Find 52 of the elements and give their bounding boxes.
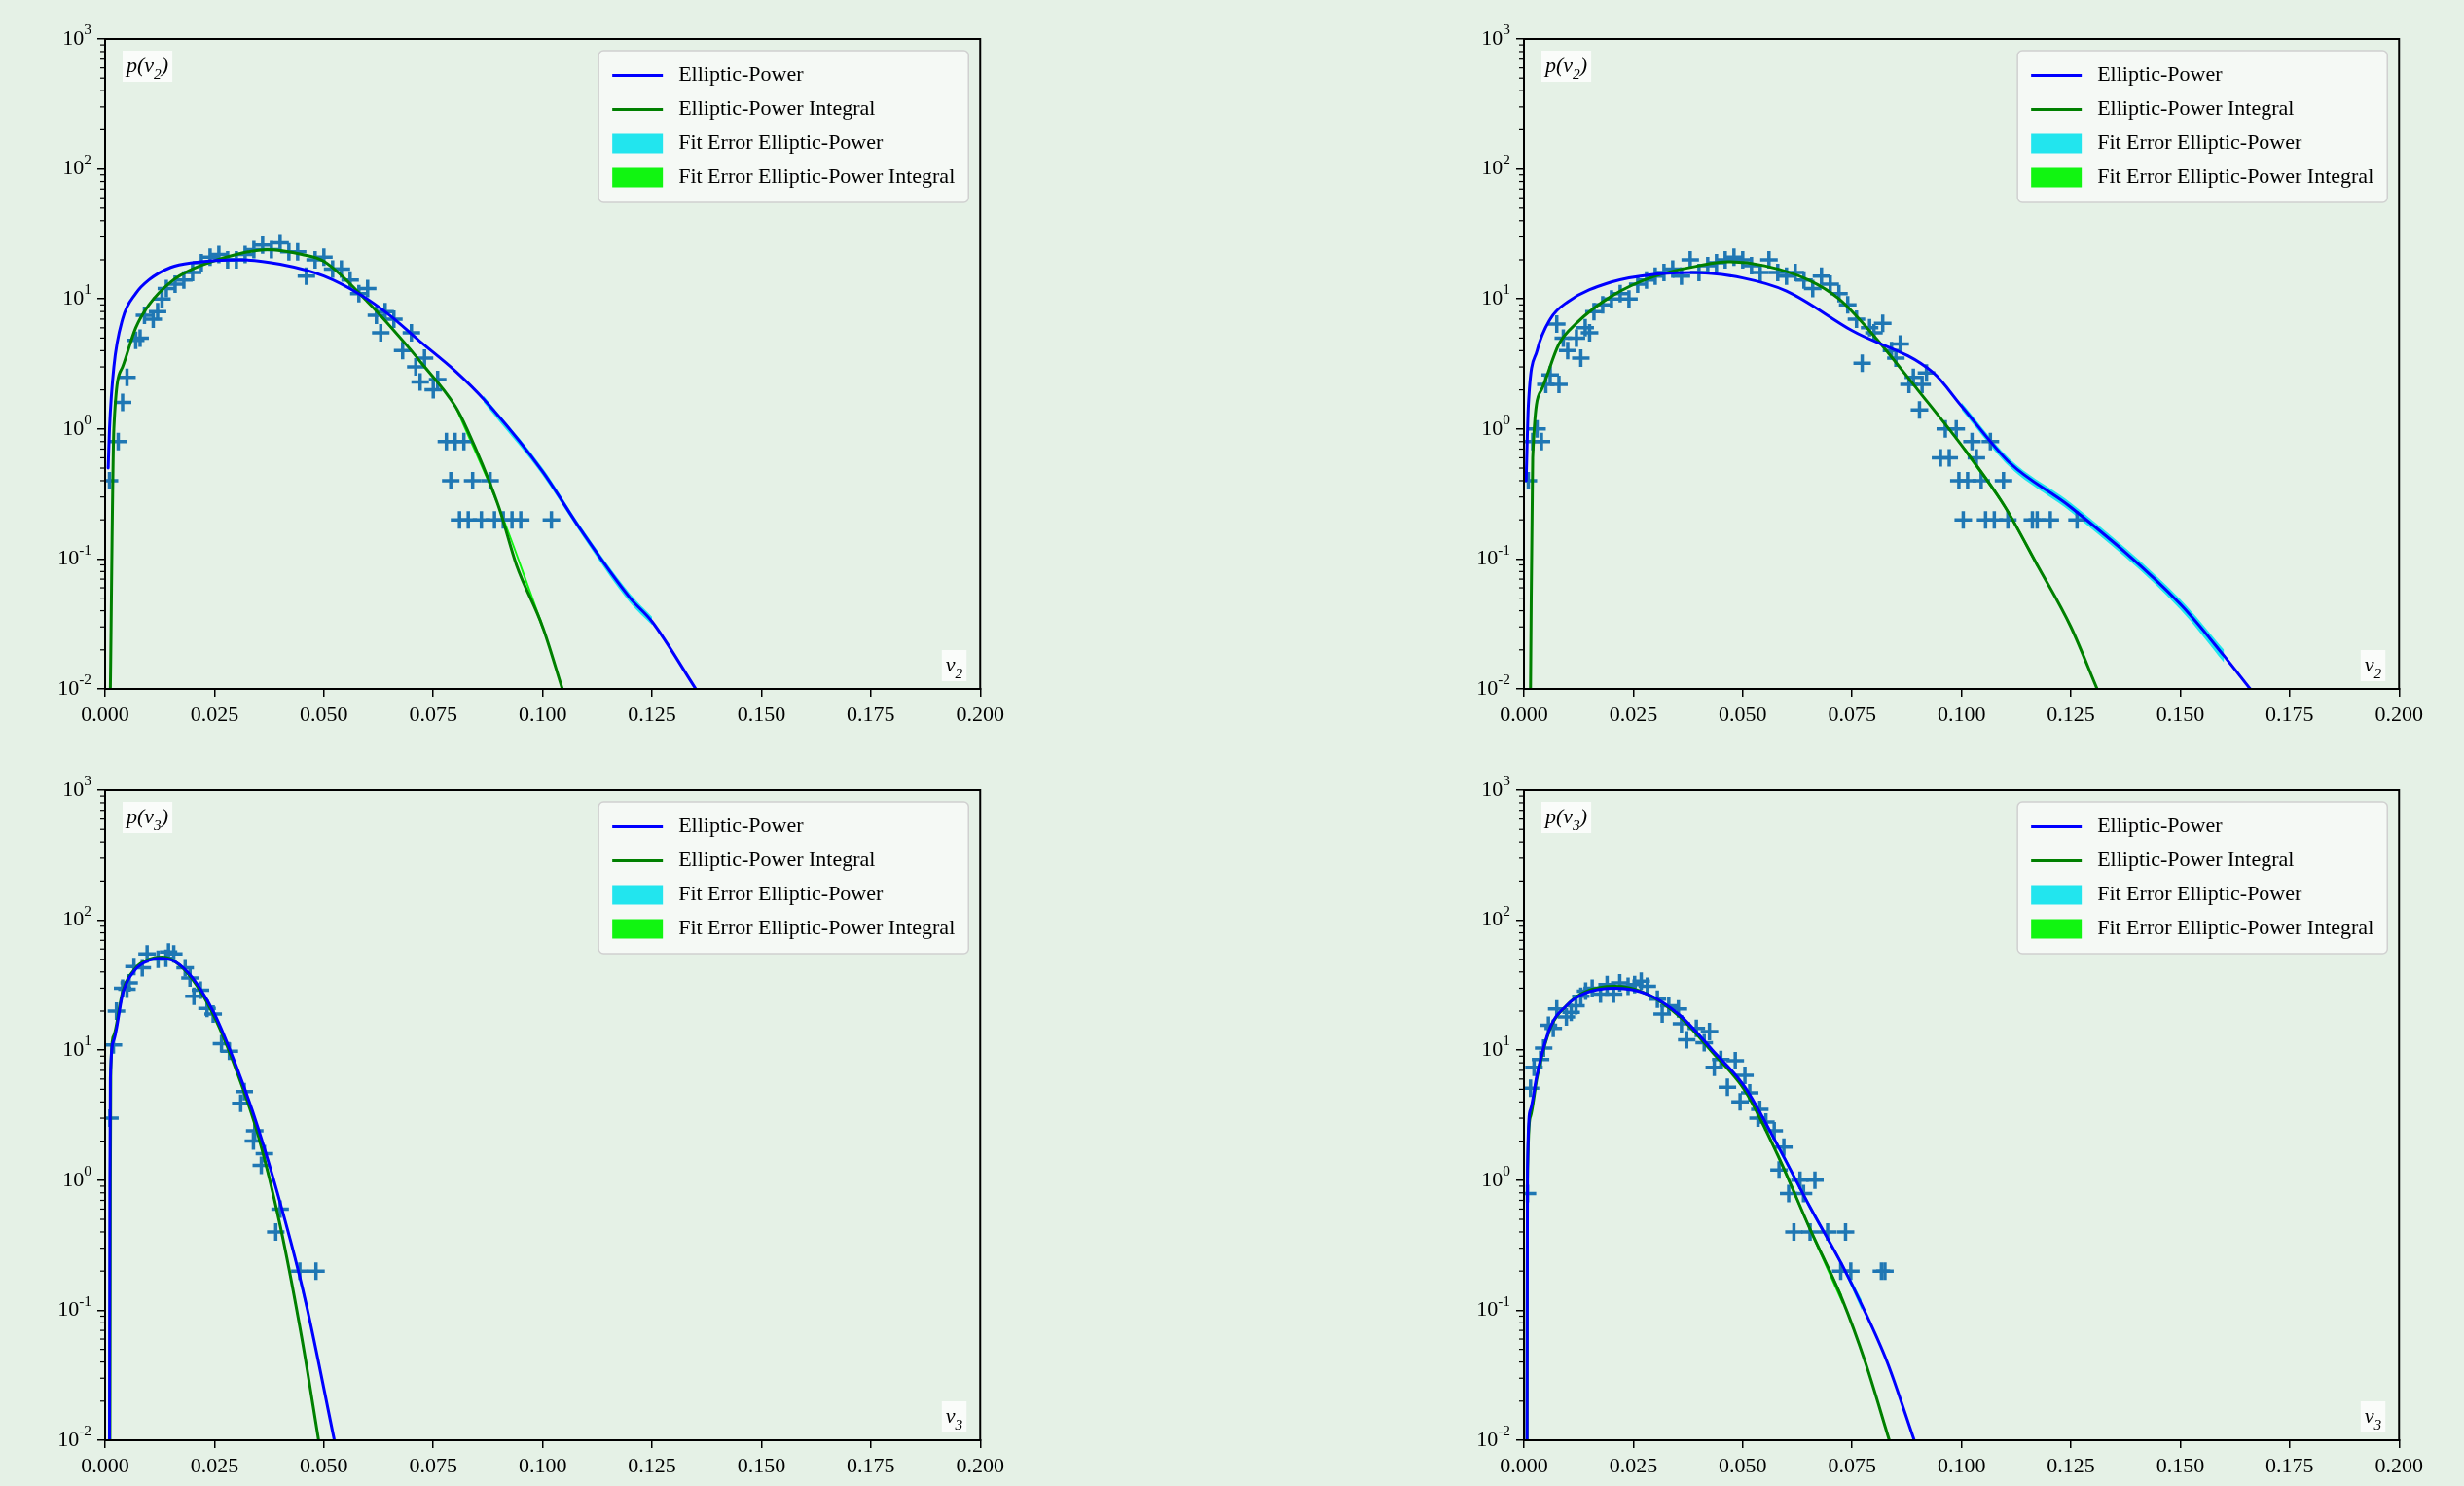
x-tick-label: 0.100 (1937, 701, 1986, 726)
x-tick-label: 0.200 (956, 1452, 1004, 1477)
legend-label: Elliptic-Power (678, 813, 805, 838)
x-tick-label: 0.050 (300, 1452, 348, 1477)
x-tick-label: 0.025 (190, 1452, 239, 1477)
x-tick-label: 0.150 (737, 1452, 786, 1477)
x-tick-label: 0.175 (2265, 701, 2314, 726)
legend-label: Elliptic-Power (2097, 813, 2224, 838)
legend-label: Elliptic-Power Integral (2097, 847, 2295, 872)
legend-label: Fit Error Elliptic-Power Integral (678, 163, 956, 189)
legend-label: Elliptic-Power Integral (678, 95, 876, 121)
legend-label: Fit Error Elliptic-Power Integral (2097, 163, 2374, 189)
legend-label: Fit Error Elliptic-Power (678, 129, 885, 155)
x-tick-label: 0.075 (409, 1452, 457, 1477)
legend-label: Elliptic-Power (678, 61, 805, 87)
legend-label: Fit Error Elliptic-Power Integral (2097, 915, 2374, 940)
x-tick-label: 0.050 (1719, 1452, 1767, 1477)
legend-label: Fit Error Elliptic-Power Integral (678, 915, 956, 940)
x-tick-label: 0.150 (2156, 1452, 2205, 1477)
x-tick-label: 0.075 (1828, 1452, 1876, 1477)
x-tick-label: 0.050 (300, 701, 348, 726)
x-tick-label: 0.100 (518, 701, 567, 726)
x-tick-label: 0.075 (1828, 701, 1876, 726)
x-tick-label: 0.000 (81, 701, 129, 726)
x-tick-label: 0.100 (518, 1452, 567, 1477)
legend-label: Fit Error Elliptic-Power (2097, 129, 2303, 155)
x-tick-label: 0.125 (628, 1452, 676, 1477)
x-tick-label: 0.125 (628, 701, 676, 726)
x-tick-label: 0.025 (1609, 1452, 1658, 1477)
legend-label: Elliptic-Power Integral (678, 847, 876, 872)
x-tick-label: 0.150 (2156, 701, 2205, 726)
x-tick-label: 0.175 (2265, 1452, 2314, 1477)
x-tick-label: 0.025 (1609, 701, 1658, 726)
x-tick-label: 0.025 (190, 701, 239, 726)
legend-label: Elliptic-Power Integral (2097, 95, 2295, 121)
legend-label: Fit Error Elliptic-Power (678, 881, 885, 906)
x-tick-label: 0.125 (2047, 1452, 2095, 1477)
legend-label: Elliptic-Power (2097, 61, 2224, 87)
x-tick-label: 0.200 (2374, 701, 2423, 726)
x-tick-label: 0.175 (847, 701, 895, 726)
x-tick-label: 0.050 (1719, 701, 1767, 726)
x-tick-label: 0.150 (737, 701, 786, 726)
x-tick-label: 0.200 (956, 701, 1004, 726)
x-tick-label: 0.175 (847, 1452, 895, 1477)
x-tick-label: 0.200 (2374, 1452, 2423, 1477)
x-tick-label: 0.000 (1500, 1452, 1548, 1477)
x-tick-label: 0.125 (2047, 701, 2095, 726)
x-tick-label: 0.100 (1937, 1452, 1986, 1477)
x-tick-label: 0.000 (81, 1452, 129, 1477)
x-tick-label: 0.000 (1500, 701, 1548, 726)
x-tick-label: 0.075 (409, 701, 457, 726)
legend-label: Fit Error Elliptic-Power (2097, 881, 2303, 906)
